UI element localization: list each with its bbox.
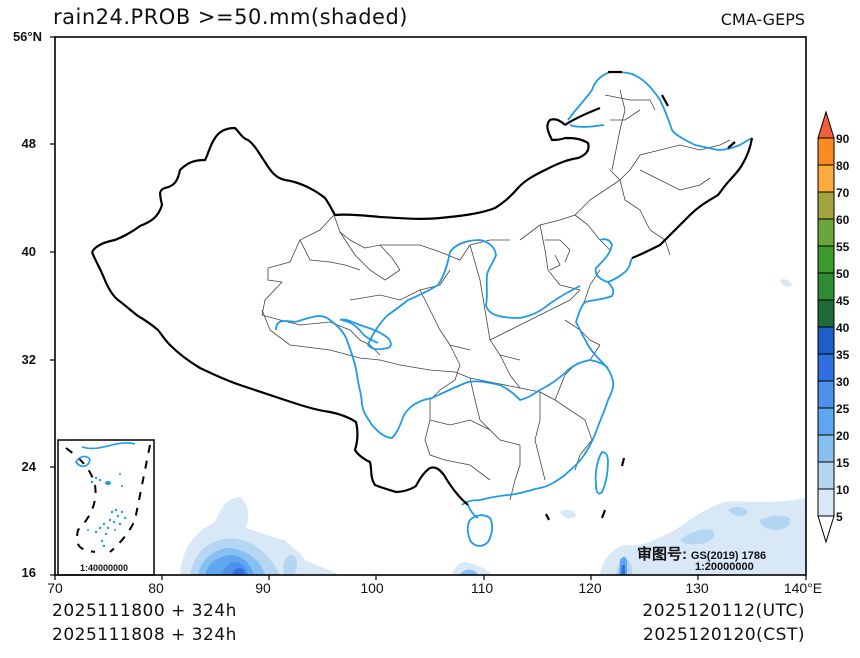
- rivers-coastline: [275, 71, 753, 547]
- valid-time-cst: 2025120120(CST): [643, 625, 805, 645]
- x-tick-label: 80: [148, 580, 164, 596]
- map-approval-number: 审图号: GS(2019) 1786: [637, 543, 766, 564]
- colorbar-label: 70: [836, 186, 850, 200]
- y-tick-label: 48: [21, 136, 36, 151]
- colorbar-label: 20: [836, 429, 850, 443]
- x-tick-label: 70: [47, 580, 63, 596]
- x-tick-label: 140°E: [783, 580, 823, 596]
- valid-time-utc: 2025120112(UTC): [642, 601, 805, 621]
- axis-ticks: [50, 36, 807, 580]
- colorbar-label: 5: [836, 510, 843, 524]
- colorbar-label: 45: [836, 294, 850, 308]
- init-time-cst: 2025111808 + 324h: [52, 625, 237, 645]
- y-tick-label: 24: [21, 459, 36, 474]
- plot-frame: [54, 36, 807, 576]
- y-tick-label: 40: [21, 244, 36, 259]
- model-source-label: CMA-GEPS: [720, 10, 805, 29]
- x-tick-label: 120: [578, 580, 602, 596]
- inset-map-scale: 1:40000000: [80, 563, 129, 573]
- colorbar-label: 50: [836, 267, 850, 281]
- colorbar-label: 80: [836, 159, 850, 173]
- x-tick-label: 100: [360, 580, 384, 596]
- main-map-scale: 1:20000000: [695, 561, 754, 573]
- colorbar-label: 55: [836, 240, 850, 254]
- colorbar-label: 90: [836, 132, 850, 146]
- chart-title: rain24.PROB >=50.mm(shaded): [53, 5, 408, 29]
- colorbar-label: 25: [836, 402, 850, 416]
- x-tick-label: 130: [685, 580, 709, 596]
- probability-shading: [180, 279, 806, 575]
- approval-label: 审图号:: [637, 546, 687, 563]
- x-tick-label: 90: [255, 580, 271, 596]
- province-boundaries: [261, 89, 731, 501]
- colorbar-label: 60: [836, 213, 850, 227]
- colorbar-label: 40: [836, 321, 850, 335]
- colorbar-label: 35: [836, 348, 850, 362]
- y-tick-label: 32: [21, 352, 36, 367]
- colorbar-label: 15: [836, 456, 850, 470]
- init-time-utc: 2025111800 + 324h: [52, 601, 237, 621]
- colorbar: [817, 110, 835, 544]
- y-tick-label: 56°N: [12, 29, 42, 44]
- x-tick-label: 110: [470, 580, 494, 596]
- national-border: [90, 70, 754, 521]
- inset-map: [57, 439, 155, 576]
- y-tick-label: 16: [21, 565, 36, 580]
- approval-code: GS(2019) 1786: [690, 550, 767, 562]
- colorbar-label: 10: [836, 483, 850, 497]
- colorbar-label: 30: [836, 375, 850, 389]
